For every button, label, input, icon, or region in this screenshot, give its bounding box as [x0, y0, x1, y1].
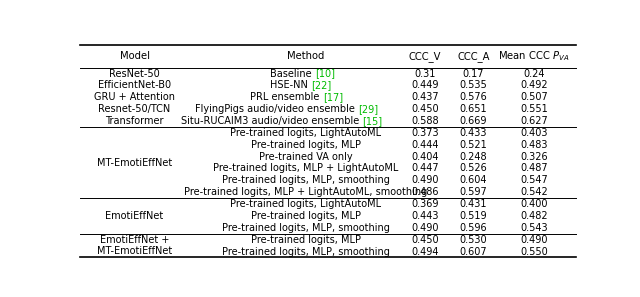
Text: 0.31: 0.31 [414, 69, 435, 79]
Text: 0.447: 0.447 [411, 163, 438, 173]
Text: 0.627: 0.627 [520, 116, 548, 126]
Text: 0.604: 0.604 [460, 175, 487, 185]
Text: 0.576: 0.576 [460, 92, 487, 102]
Text: 0.443: 0.443 [411, 211, 438, 221]
Text: [15]: [15] [362, 116, 382, 126]
Text: Resnet-50/TCN: Resnet-50/TCN [99, 104, 171, 114]
Text: 0.597: 0.597 [460, 187, 487, 197]
Text: 0.542: 0.542 [520, 187, 548, 197]
Text: 0.483: 0.483 [520, 140, 548, 150]
Text: 0.373: 0.373 [411, 128, 438, 138]
Text: [22]: [22] [311, 80, 332, 91]
Text: ResNet-50: ResNet-50 [109, 69, 160, 79]
Text: 0.17: 0.17 [463, 69, 484, 79]
Text: 0.588: 0.588 [411, 116, 438, 126]
Text: 0.404: 0.404 [411, 152, 438, 162]
Text: Pre-trained logits, MLP + LightAutoML, smoothing: Pre-trained logits, MLP + LightAutoML, s… [184, 187, 428, 197]
Text: Transformer: Transformer [106, 116, 164, 126]
Text: Pre-trained VA only: Pre-trained VA only [259, 152, 353, 162]
Text: 0.433: 0.433 [460, 128, 487, 138]
Text: 0.490: 0.490 [520, 235, 548, 245]
Text: [10]: [10] [315, 69, 335, 79]
Text: [29]: [29] [358, 104, 378, 114]
Text: 0.490: 0.490 [411, 175, 438, 185]
Text: 0.444: 0.444 [411, 140, 438, 150]
Text: 0.450: 0.450 [411, 235, 438, 245]
Text: 0.550: 0.550 [520, 247, 548, 257]
Text: FlyingPigs audio/video ensemble: FlyingPigs audio/video ensemble [195, 104, 358, 114]
Text: 0.24: 0.24 [523, 69, 545, 79]
Text: MT-EmotiEffNet: MT-EmotiEffNet [97, 158, 172, 168]
Text: CCC_A: CCC_A [457, 51, 490, 62]
Text: Pre-trained logits, LightAutoML: Pre-trained logits, LightAutoML [230, 199, 381, 209]
Text: 0.490: 0.490 [411, 223, 438, 233]
Text: 0.431: 0.431 [460, 199, 487, 209]
Text: 0.521: 0.521 [460, 140, 487, 150]
Text: 0.403: 0.403 [520, 128, 548, 138]
Text: Mean CCC $P_{VA}$: Mean CCC $P_{VA}$ [498, 49, 570, 63]
Text: 0.248: 0.248 [460, 152, 487, 162]
Text: 0.486: 0.486 [411, 187, 438, 197]
Text: 0.547: 0.547 [520, 175, 548, 185]
Text: Method: Method [287, 51, 324, 61]
Text: Pre-trained logits, MLP: Pre-trained logits, MLP [251, 211, 361, 221]
Text: 0.543: 0.543 [520, 223, 548, 233]
Text: 0.551: 0.551 [520, 104, 548, 114]
Text: CCC_V: CCC_V [408, 51, 441, 62]
Text: 0.400: 0.400 [520, 199, 548, 209]
Text: Situ-RUCAIM3 audio/video ensemble: Situ-RUCAIM3 audio/video ensemble [181, 116, 362, 126]
Text: Pre-trained logits, MLP: Pre-trained logits, MLP [251, 235, 361, 245]
Text: Pre-trained logits, MLP: Pre-trained logits, MLP [251, 140, 361, 150]
Text: 0.535: 0.535 [460, 80, 487, 91]
Text: PRL ensemble: PRL ensemble [250, 92, 323, 102]
Text: 0.607: 0.607 [460, 247, 487, 257]
Text: Pre-trained logits, LightAutoML: Pre-trained logits, LightAutoML [230, 128, 381, 138]
Text: 0.492: 0.492 [520, 80, 548, 91]
Text: 0.449: 0.449 [411, 80, 438, 91]
Text: 0.437: 0.437 [411, 92, 438, 102]
Text: 0.596: 0.596 [460, 223, 487, 233]
Text: 0.369: 0.369 [411, 199, 438, 209]
Text: [17]: [17] [323, 92, 343, 102]
Text: Pre-trained logits, MLP + LightAutoML: Pre-trained logits, MLP + LightAutoML [213, 163, 398, 173]
Text: HSE-NN: HSE-NN [270, 80, 311, 91]
Text: Baseline: Baseline [270, 69, 315, 79]
Text: 0.494: 0.494 [411, 247, 438, 257]
Text: 0.507: 0.507 [520, 92, 548, 102]
Text: 0.519: 0.519 [460, 211, 487, 221]
Text: Pre-trained logits, MLP, smoothing: Pre-trained logits, MLP, smoothing [221, 175, 390, 185]
Text: 0.450: 0.450 [411, 104, 438, 114]
Text: Pre-trained logits, MLP, smoothing: Pre-trained logits, MLP, smoothing [221, 223, 390, 233]
Text: Pre-trained logits, MLP, smoothing: Pre-trained logits, MLP, smoothing [221, 247, 390, 257]
Text: 0.669: 0.669 [460, 116, 487, 126]
Text: 0.482: 0.482 [520, 211, 548, 221]
Text: EmotiEffNet: EmotiEffNet [106, 211, 164, 221]
Text: GRU + Attention: GRU + Attention [94, 92, 175, 102]
Text: EmotiEffNet +
MT-EmotiEffNet: EmotiEffNet + MT-EmotiEffNet [97, 235, 172, 256]
Text: 0.526: 0.526 [460, 163, 487, 173]
Text: 0.326: 0.326 [520, 152, 548, 162]
Text: Model: Model [120, 51, 150, 61]
Text: 0.487: 0.487 [520, 163, 548, 173]
Text: 0.651: 0.651 [460, 104, 487, 114]
Text: 0.530: 0.530 [460, 235, 487, 245]
Text: EfficientNet-B0: EfficientNet-B0 [98, 80, 171, 91]
